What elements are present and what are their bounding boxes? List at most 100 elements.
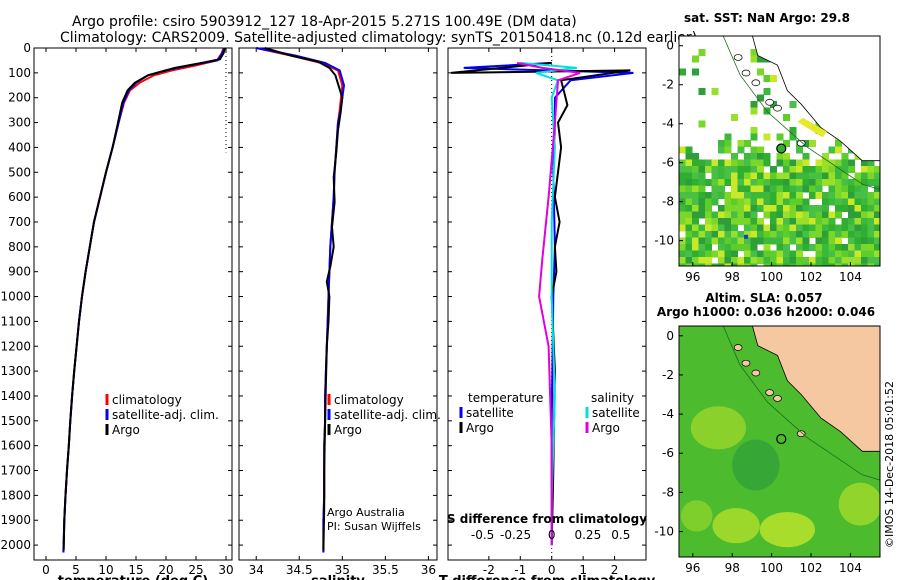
sst-cell (861, 231, 868, 238)
sst-cell (698, 159, 706, 167)
sst-cell (802, 218, 810, 225)
sst-cell (789, 179, 797, 186)
sst-cell (848, 250, 855, 258)
sst-cell (750, 224, 758, 232)
legend-label: satellite (466, 406, 514, 420)
sst-cell (744, 237, 751, 245)
sst-cell (685, 211, 693, 219)
sst-cell (789, 218, 797, 225)
x-tick-label-temperature-profile: 30 (218, 563, 233, 577)
sst-cell (848, 185, 855, 193)
sst-cell (854, 211, 862, 219)
sla-anomaly-blob (690, 406, 746, 450)
sst-cell (809, 244, 816, 251)
argo-float-marker (776, 143, 787, 154)
sst-cell (867, 257, 875, 264)
sst-cold-cell (744, 234, 749, 239)
sst-cell (744, 218, 751, 225)
sst-cell (848, 231, 855, 238)
sst-cell (867, 166, 875, 173)
sst-cell (796, 198, 803, 206)
sst-cell (692, 224, 699, 232)
sst-cell (848, 237, 855, 245)
sst-cell (854, 205, 862, 212)
sst-cell (867, 237, 875, 245)
sst-cell (789, 192, 797, 199)
sst-cell (757, 185, 764, 193)
map-x-tick-label: 100 (760, 561, 783, 575)
sst-cell (815, 250, 823, 258)
sst-cell (796, 244, 803, 251)
sst-cell (874, 237, 880, 245)
sst-cell (763, 237, 771, 245)
sst-cell (861, 192, 868, 199)
sst-cell (796, 159, 803, 167)
sst-cell (815, 237, 823, 245)
sst-cell (685, 231, 693, 238)
sst-cell (867, 244, 875, 251)
x-tick-label-difference-profile: -1 (514, 563, 526, 577)
sst-cell (835, 198, 842, 206)
sst-cell (750, 250, 758, 258)
x-axis-label-salinity-profile: salinity (311, 574, 365, 580)
sst-cell (861, 218, 868, 225)
sst-cell (718, 224, 725, 232)
sst-cell (789, 250, 797, 258)
sst-cell (809, 257, 816, 264)
sst-cell (822, 211, 829, 219)
sst-cell (750, 185, 758, 193)
sst-cell (841, 179, 849, 186)
sst-cell (841, 192, 849, 199)
sst-cell (874, 211, 880, 219)
sst-cell (763, 153, 771, 160)
sst-cell (770, 172, 777, 180)
x-axis-label-difference-profile: T difference from climatology (439, 574, 656, 580)
sst-cell (848, 244, 855, 251)
sst-cell (692, 153, 699, 160)
sst-cell (776, 153, 784, 160)
sst-cell (815, 159, 823, 167)
sst-cell (828, 146, 836, 154)
x-axis-label-temperature-profile: temperature (deg C) (58, 574, 208, 580)
island (751, 369, 761, 377)
x-tick-label-difference-profile: 1 (579, 563, 587, 577)
sst-cell (867, 198, 875, 206)
sst-cell (802, 140, 810, 147)
sst-cell (731, 263, 738, 266)
y-tick-label: 600 (8, 190, 31, 204)
legend-label: satellite (592, 406, 640, 420)
sst-cell (822, 159, 829, 167)
island (733, 344, 743, 351)
sst-cell (809, 179, 816, 186)
sst-cell (848, 179, 855, 186)
sst-cell (685, 250, 693, 258)
sst-cell (789, 198, 797, 206)
sst-cell (861, 224, 868, 232)
sst-cell (679, 146, 686, 154)
sst-cell (874, 179, 880, 186)
sst-coastal-yellow (797, 117, 827, 138)
x-tick-label-salinity-profile: 36 (421, 563, 436, 577)
sst-cell (796, 237, 803, 245)
series-line-argo (264, 47, 344, 551)
island (751, 79, 761, 87)
land-sumatra (752, 326, 880, 452)
sst-cell (731, 237, 738, 245)
sst-cell (828, 231, 836, 238)
sst-cell (776, 179, 784, 186)
sst-cell (737, 244, 745, 251)
sst-cell (718, 205, 725, 212)
sst-cell (874, 250, 880, 258)
sst-cell (744, 257, 751, 264)
sst-cell (705, 166, 712, 173)
sst-cell (711, 237, 719, 245)
sst-cell (783, 198, 790, 206)
sst-cell (757, 179, 764, 186)
sst-cell (828, 263, 836, 266)
sst-cell (822, 224, 829, 232)
sst-cell (698, 88, 706, 95)
sst-cell (718, 263, 725, 266)
series-line-climatology (62, 47, 225, 553)
sst-cell (789, 172, 797, 180)
sst-cell (835, 179, 842, 186)
